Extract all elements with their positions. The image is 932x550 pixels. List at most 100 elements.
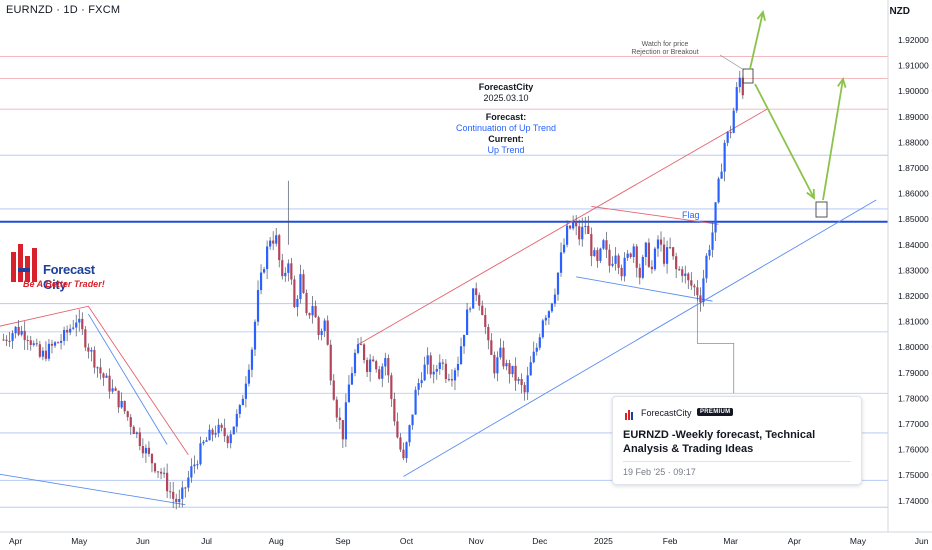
candle-body-171 xyxy=(520,379,523,386)
candle-body-204 xyxy=(620,267,623,277)
price-tick-8: 1.84000 xyxy=(898,240,929,250)
card-title[interactable]: EURNZD -Weekly forecast, Technical Analy… xyxy=(623,429,816,455)
candle-body-60 xyxy=(184,487,187,489)
candle-body-167 xyxy=(508,363,511,375)
candle-body-83 xyxy=(253,321,257,350)
candle-body-36 xyxy=(111,388,114,392)
price-tick-2: 1.90000 xyxy=(898,86,929,96)
candle-body-111 xyxy=(338,417,341,421)
price-tick-1: 1.91000 xyxy=(898,61,929,71)
candle-body-20 xyxy=(63,329,66,341)
candle-body-57 xyxy=(175,498,178,503)
candle-body-30 xyxy=(93,349,96,368)
time-tick-4: Aug xyxy=(269,536,284,546)
candle-body-9 xyxy=(29,340,32,345)
candle-body-180 xyxy=(547,311,550,318)
time-tick-14: Jun xyxy=(915,536,929,546)
price-tick-13: 1.79000 xyxy=(898,368,929,378)
candle-body-140 xyxy=(426,355,429,365)
candle-body-163 xyxy=(496,357,499,374)
candle-body-168 xyxy=(511,365,514,375)
candle-body-126 xyxy=(384,358,387,367)
candle-body-207 xyxy=(629,253,632,257)
watch-line-1: Watch for price xyxy=(641,41,689,48)
candle-body-32 xyxy=(99,367,102,374)
candle-body-202 xyxy=(614,255,617,264)
candle-body-183 xyxy=(556,272,560,295)
candle-body-157 xyxy=(478,295,481,306)
candle-body-61 xyxy=(187,477,190,488)
candle-body-74 xyxy=(226,436,229,444)
candle-body-179 xyxy=(544,317,547,321)
candle-body-14 xyxy=(44,350,48,359)
candle-body-46 xyxy=(141,446,144,454)
time-tick-9: 2025 xyxy=(594,536,613,546)
watch-annotation: Watch for price Rejection or Breakout xyxy=(600,41,730,57)
current-label: Current: xyxy=(488,134,524,144)
candle-body-175 xyxy=(532,351,535,363)
candle-body-77 xyxy=(235,413,238,427)
candle-body-116 xyxy=(353,352,357,374)
candle-body-181 xyxy=(550,303,554,312)
forecast-value: Continuation of Up Trend xyxy=(455,123,557,133)
candle-body-170 xyxy=(517,379,520,381)
candle-body-129 xyxy=(393,398,396,422)
pointer-connector-line xyxy=(696,296,735,394)
symbol-title[interactable]: EURNZD · 1D · FXCM xyxy=(6,4,121,16)
candle-body-97 xyxy=(296,298,299,308)
candle-body-217 xyxy=(659,239,663,245)
candle-body-173 xyxy=(526,375,529,393)
candle-body-70 xyxy=(214,433,217,435)
candle-body-1 xyxy=(5,339,8,341)
candle-body-81 xyxy=(247,369,251,384)
candle-body-23 xyxy=(72,327,75,329)
candle-body-241 xyxy=(732,110,735,133)
trendlines xyxy=(0,108,877,506)
candle-body-38 xyxy=(117,390,120,408)
candle-body-196 xyxy=(596,250,599,261)
candle-body-69 xyxy=(211,429,214,435)
time-tick-11: Mar xyxy=(723,536,738,546)
time-axis: Apr May Jun Jul Aug Sep Oct Nov Dec 2025 Feb Mar Apr… xyxy=(0,531,932,550)
projection-arrows xyxy=(719,9,847,218)
candle-body-155 xyxy=(472,288,475,309)
logo-bars-icon xyxy=(11,244,37,282)
premium-badge: PREMIUM xyxy=(697,408,734,416)
candle-body-190 xyxy=(578,226,581,240)
candle-body-25 xyxy=(78,318,81,323)
candle-body-214 xyxy=(650,266,654,270)
idea-card[interactable]: ForecastCity PREMIUM EURNZD -Weekly fore… xyxy=(612,396,862,485)
flag-lower-line xyxy=(576,276,713,302)
candle-body-93 xyxy=(284,272,287,277)
time-tick-5: Sep xyxy=(335,536,350,546)
forecast-date: 2025.03.10 xyxy=(483,93,529,103)
candle-body-244 xyxy=(741,77,744,96)
candle-body-78 xyxy=(238,405,241,414)
card-author[interactable]: ForecastCity xyxy=(641,408,692,418)
forecast-label: Forecast: xyxy=(485,112,527,122)
candle-body-151 xyxy=(459,346,463,364)
price-tick-3: 1.89000 xyxy=(898,112,929,122)
candle-body-37 xyxy=(114,388,117,391)
time-tick-0: Apr xyxy=(9,536,22,546)
candle-body-10 xyxy=(32,343,35,345)
forecast-author: ForecastCity xyxy=(478,82,534,92)
candle-body-213 xyxy=(647,242,650,267)
price-axis-bg xyxy=(888,0,932,550)
candle-body-122 xyxy=(372,359,375,362)
candle-body-67 xyxy=(205,440,208,442)
candle-body-85 xyxy=(259,272,263,291)
candle-body-234 xyxy=(711,232,714,250)
current-value: Up Trend xyxy=(487,145,525,155)
candle-body-132 xyxy=(402,449,405,459)
candle-body-24 xyxy=(75,322,78,328)
candle-body-194 xyxy=(590,233,593,257)
candle-body-63 xyxy=(193,464,196,467)
candle-body-235 xyxy=(714,202,717,233)
candle-body-117 xyxy=(356,344,360,353)
currency-label: NZD xyxy=(889,6,910,17)
candle-body-18 xyxy=(56,342,60,344)
ascending-red-channel xyxy=(357,108,768,346)
candle-body-164 xyxy=(499,347,502,358)
